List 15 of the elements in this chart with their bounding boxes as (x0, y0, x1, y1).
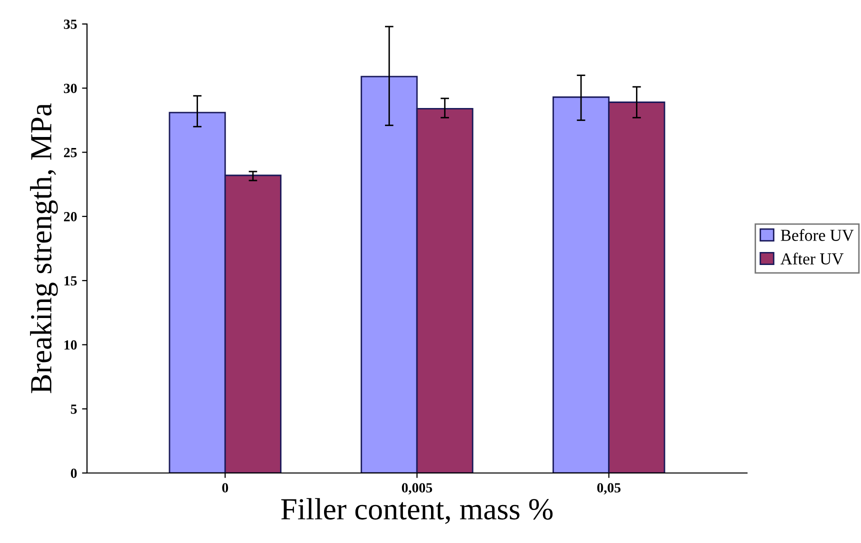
x-axis-title: Filler content, mass % (281, 498, 553, 524)
x-tick-label: 0,05 (597, 483, 621, 495)
legend-label: Before UV (780, 229, 854, 242)
y-tick-label: 20 (64, 212, 77, 222)
y-tick-label: 35 (64, 20, 77, 29)
x-tick-label: 0 (222, 483, 228, 492)
y-tick-label: 10 (64, 340, 77, 350)
y-tick-label: 0 (70, 468, 77, 478)
y-tick-label: 15 (64, 276, 77, 286)
x-tick-label: 0,005 (402, 483, 432, 495)
legend-label: After UV (780, 252, 844, 265)
y-axis-title: Breaking strength, MPa (30, 103, 58, 394)
y-tick-label: 30 (64, 84, 77, 94)
y-tick-label: 5 (70, 404, 77, 414)
y-tick-label: 25 (64, 148, 77, 158)
